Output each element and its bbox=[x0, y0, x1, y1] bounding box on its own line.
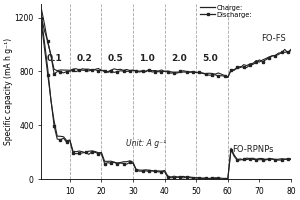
Text: 0.5: 0.5 bbox=[108, 54, 124, 63]
Text: 0.2: 0.2 bbox=[76, 54, 92, 63]
Text: 1.0: 1.0 bbox=[140, 54, 155, 63]
Text: FO-RPNPs: FO-RPNPs bbox=[232, 145, 274, 154]
Text: 2.0: 2.0 bbox=[171, 54, 187, 63]
Y-axis label: Specific capacity (mA h g⁻¹): Specific capacity (mA h g⁻¹) bbox=[4, 38, 13, 145]
Text: 5.0: 5.0 bbox=[202, 54, 218, 63]
Text: 0.1: 0.1 bbox=[46, 54, 62, 63]
Text: FO-FS: FO-FS bbox=[261, 34, 286, 43]
Legend: Charge:, Discharge:: Charge:, Discharge: bbox=[200, 4, 253, 18]
Text: Unit: A g⁻¹: Unit: A g⁻¹ bbox=[126, 139, 166, 148]
